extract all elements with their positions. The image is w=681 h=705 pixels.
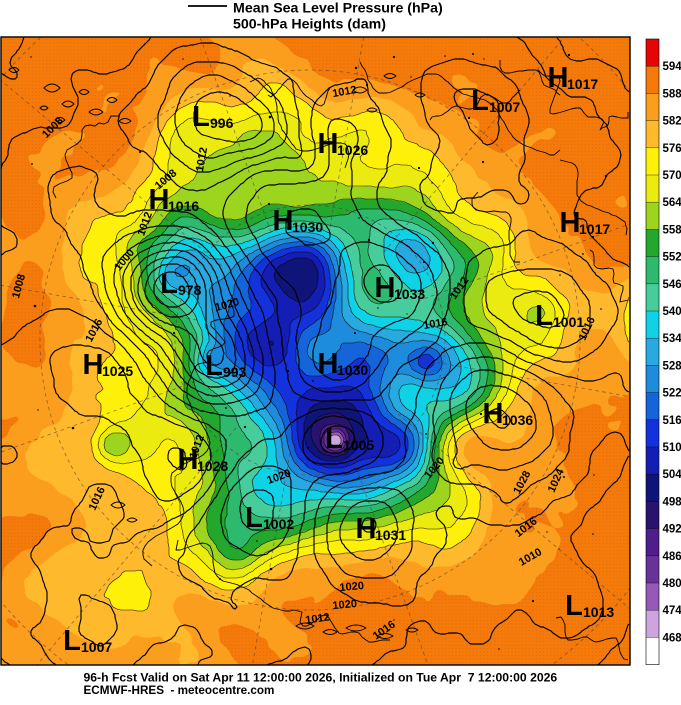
svg-text:540: 540 — [663, 306, 681, 318]
svg-text:L: L — [565, 590, 583, 622]
svg-text:570: 570 — [663, 170, 681, 182]
svg-text:1030: 1030 — [292, 219, 323, 235]
svg-text:H: H — [548, 62, 569, 94]
svg-text:H: H — [318, 128, 339, 160]
svg-text:552: 552 — [663, 252, 681, 264]
svg-text:L: L — [325, 423, 343, 455]
svg-text:1020: 1020 — [339, 580, 364, 594]
svg-text:1036: 1036 — [502, 412, 533, 428]
svg-text:L: L — [205, 350, 223, 382]
svg-text:978: 978 — [178, 282, 202, 298]
svg-text:ECMWF-HRES - meteocentre.com: ECMWF-HRES - meteocentre.com — [84, 684, 275, 697]
svg-text:558: 558 — [663, 224, 681, 236]
svg-text:1028: 1028 — [197, 458, 228, 474]
svg-text:H: H — [318, 348, 339, 380]
svg-text:474: 474 — [663, 605, 681, 617]
svg-text:546: 546 — [663, 279, 681, 291]
svg-text:1002: 1002 — [263, 516, 294, 532]
svg-text:1001: 1001 — [553, 314, 584, 330]
svg-text:L: L — [471, 85, 489, 117]
svg-text:1030: 1030 — [337, 362, 368, 378]
svg-text:480: 480 — [663, 578, 681, 590]
svg-text:528: 528 — [663, 360, 681, 372]
svg-text:L: L — [535, 300, 553, 332]
svg-text:522: 522 — [663, 388, 681, 400]
svg-text:1020: 1020 — [332, 598, 357, 612]
svg-text:996: 996 — [210, 115, 234, 131]
svg-text:504: 504 — [663, 469, 681, 481]
svg-text:1025: 1025 — [102, 363, 133, 379]
svg-text:1007: 1007 — [489, 99, 520, 115]
svg-text:1017: 1017 — [567, 76, 598, 92]
svg-text:582: 582 — [663, 116, 681, 128]
svg-text:H: H — [375, 272, 396, 304]
svg-text:1017: 1017 — [579, 221, 610, 237]
svg-text:468: 468 — [663, 632, 681, 644]
svg-text:H: H — [560, 207, 581, 239]
svg-text:1033: 1033 — [394, 286, 425, 302]
svg-text:1005: 1005 — [343, 437, 374, 453]
svg-text:486: 486 — [663, 551, 681, 563]
svg-text:534: 534 — [663, 333, 681, 345]
svg-text:L: L — [160, 268, 178, 300]
svg-text:1007: 1007 — [81, 639, 112, 655]
svg-text:1016: 1016 — [168, 198, 199, 214]
svg-text:1013: 1013 — [583, 604, 614, 620]
svg-text:L: L — [63, 625, 81, 657]
svg-text:L: L — [245, 502, 263, 534]
svg-text:H: H — [483, 398, 504, 430]
svg-text:576: 576 — [663, 143, 681, 155]
svg-text:492: 492 — [663, 524, 681, 536]
svg-text:Mean Sea Level Pressure (hPa): Mean Sea Level Pressure (hPa) — [233, 1, 443, 17]
svg-text:510: 510 — [663, 442, 681, 454]
svg-text:H: H — [83, 349, 104, 381]
svg-text:564: 564 — [663, 197, 681, 209]
svg-text:96-h Fcst Valid on Sat Apr 11: 96-h Fcst Valid on Sat Apr 11 12:00:00 2… — [84, 671, 558, 685]
svg-text:H: H — [356, 513, 377, 545]
svg-text:L: L — [192, 101, 210, 133]
svg-text:H: H — [273, 205, 294, 237]
svg-text:1031: 1031 — [375, 527, 406, 543]
svg-text:500-hPa Heights (dam): 500-hPa Heights (dam) — [233, 17, 386, 33]
svg-text:516: 516 — [663, 415, 681, 427]
svg-text:594: 594 — [663, 61, 681, 73]
svg-text:498: 498 — [663, 496, 681, 508]
svg-text:1026: 1026 — [337, 142, 368, 158]
svg-text:588: 588 — [663, 88, 681, 100]
svg-text:993: 993 — [223, 364, 247, 380]
